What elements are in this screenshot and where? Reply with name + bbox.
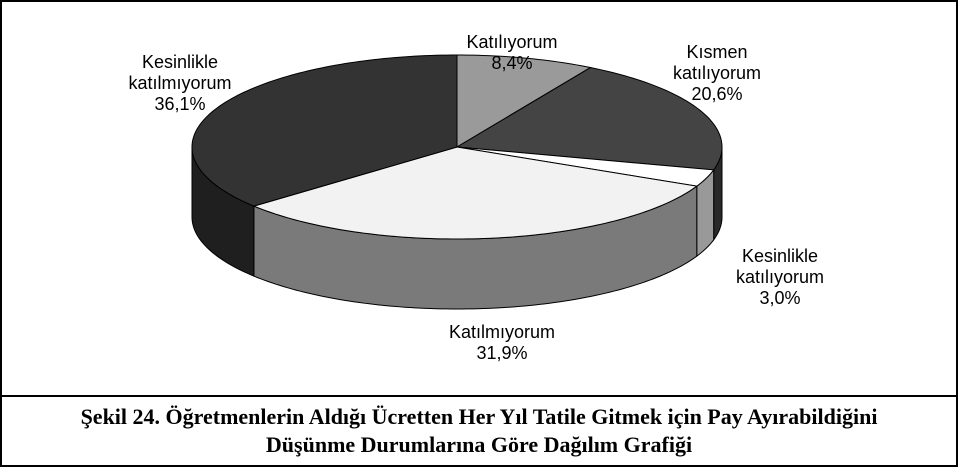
slice	[252, 146, 699, 240]
value-label: 31,9%	[476, 343, 528, 363]
slice	[456, 146, 715, 187]
caption: Şekil 24. Öğretmenlerin Aldığı Ücretten …	[80, 404, 878, 457]
value-label: 36,1%	[154, 94, 206, 114]
category-label: Katılmıyorum	[448, 322, 556, 342]
chart	[191, 54, 723, 310]
value-label: 3,0%	[759, 288, 801, 308]
slice	[191, 54, 458, 207]
slice	[455, 66, 723, 171]
plot-area: Katılıyorum 8,4% Kısmen katılıyorum 20,6% Ke…	[2, 2, 956, 397]
category-label: Kısmen katılıyorum	[672, 42, 762, 83]
slice	[456, 54, 592, 148]
value-label: 8,4%	[491, 53, 533, 73]
value-label: 20,6%	[691, 84, 743, 104]
category-label: Kesinlikle katılıyorum	[735, 246, 825, 287]
data-label: Katılmıyorum 31,9%	[402, 322, 602, 364]
data-label: Kesinlikle katılıyorum 3,0%	[710, 246, 850, 309]
category-label: Katılıyorum	[466, 32, 558, 52]
data-label: Kısmen katılıyorum 20,6%	[647, 42, 787, 105]
data-label: Kesinlikle katılmıyorum 36,1%	[100, 52, 260, 115]
category-label: Kesinlikle katılmıyorum	[128, 52, 232, 93]
data-label: Katılıyorum 8,4%	[412, 32, 612, 74]
